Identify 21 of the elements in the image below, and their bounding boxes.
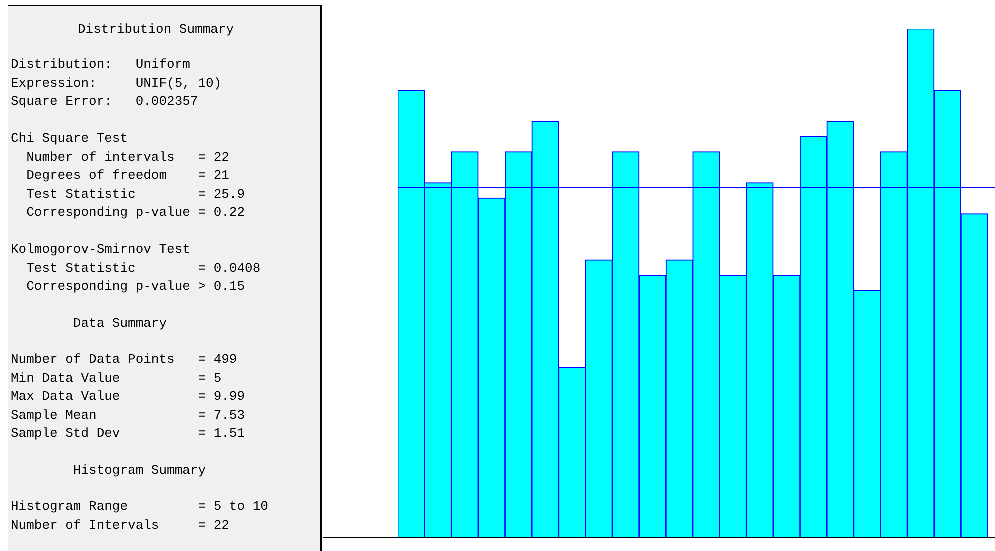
text: Max Data Value = 9.99 [11,388,246,406]
text: Degrees of freedom = 21 [26,167,230,185]
text: Data Summary [72,314,168,332]
text: Square Error: 0.002357 [11,93,200,111]
text: Histogram Summary [72,462,208,480]
text: Min Data Value = 5 [11,370,223,388]
text: Test Statistic = 25.9 [26,186,246,204]
text: Chi Square Test [11,130,130,148]
text: Sample Std Dev = 1.51 [11,425,246,443]
text: Expression: UNIF(5, 10) [11,74,223,92]
text: Test Statistic = 0.0408 [26,260,262,278]
text: Sample Mean = 7.53 [11,406,246,424]
text: Corresponding p-value > 0.15 [26,278,246,296]
text: Number of Data Points = 499 [11,351,238,369]
text: Corresponding p-value = 0.22 [26,204,246,222]
text: Distribution: Uniform [11,56,192,74]
text: Distribution Summary [77,22,236,37]
text: Histogram Range = 5 to 10 [11,498,270,516]
text: Number of intervals = 22 [26,148,230,166]
text: Number of Intervals = 22 [11,516,230,534]
text: Kolmogorov-Smirnov Test [11,241,192,259]
